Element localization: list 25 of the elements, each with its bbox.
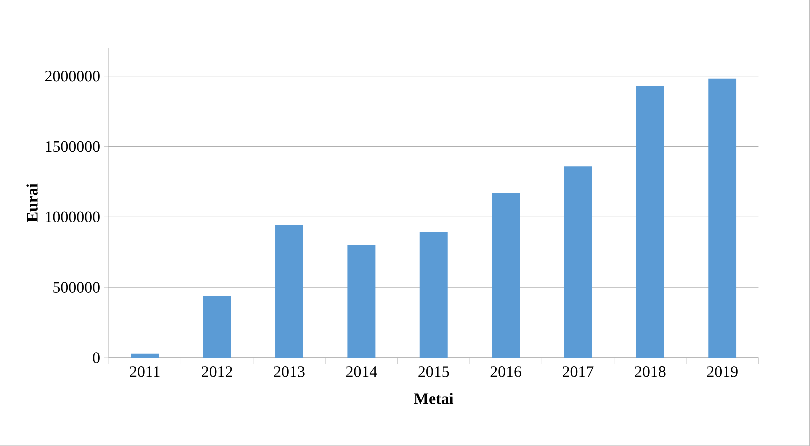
bar	[564, 166, 592, 358]
bar	[636, 86, 664, 358]
x-tick-label: 2018	[635, 366, 666, 378]
x-tick-label: 2017	[563, 366, 594, 378]
x-tick-label: 2012	[202, 366, 232, 378]
x-tick-label: 2013	[274, 366, 305, 378]
bar	[276, 225, 304, 358]
bar	[348, 245, 376, 358]
bar	[131, 354, 160, 358]
y-tick-label: 2000000	[45, 70, 100, 82]
y-tick-label: 1500000	[46, 141, 100, 152]
x-tick-label: 2011	[130, 366, 160, 378]
bar	[420, 232, 448, 358]
y-tick-label: 1000000	[46, 212, 100, 222]
y-tick-label: 500000	[54, 282, 100, 293]
y-axis-title: Eurai	[26, 184, 38, 222]
x-tick-label: 2015	[418, 366, 450, 378]
bar	[203, 296, 232, 358]
bar	[492, 192, 520, 358]
x-tick-label: 2016	[490, 366, 522, 378]
x-tick-label: 2019	[707, 366, 738, 378]
x-axis-title: Metai	[414, 393, 454, 404]
y-tick-label: 0	[93, 352, 100, 364]
x-tick-label: 2014	[346, 366, 378, 378]
bar	[708, 78, 737, 358]
